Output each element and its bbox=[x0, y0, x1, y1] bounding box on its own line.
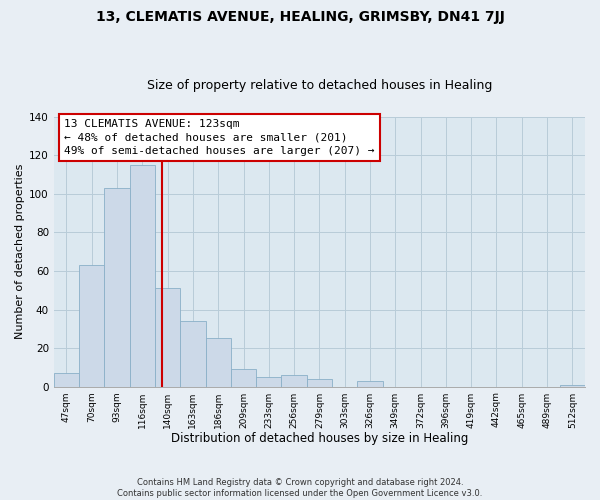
Bar bbox=[560, 384, 585, 386]
Bar bbox=[281, 375, 307, 386]
Text: 13, CLEMATIS AVENUE, HEALING, GRIMSBY, DN41 7JJ: 13, CLEMATIS AVENUE, HEALING, GRIMSBY, D… bbox=[95, 10, 505, 24]
Bar bbox=[54, 373, 79, 386]
Bar bbox=[307, 379, 332, 386]
Bar bbox=[79, 265, 104, 386]
Bar bbox=[206, 338, 231, 386]
Text: Contains HM Land Registry data © Crown copyright and database right 2024.
Contai: Contains HM Land Registry data © Crown c… bbox=[118, 478, 482, 498]
Bar bbox=[155, 288, 180, 386]
Y-axis label: Number of detached properties: Number of detached properties bbox=[15, 164, 25, 340]
Text: 13 CLEMATIS AVENUE: 123sqm
← 48% of detached houses are smaller (201)
49% of sem: 13 CLEMATIS AVENUE: 123sqm ← 48% of deta… bbox=[64, 120, 375, 156]
Title: Size of property relative to detached houses in Healing: Size of property relative to detached ho… bbox=[147, 79, 492, 92]
Bar bbox=[180, 321, 206, 386]
Bar bbox=[104, 188, 130, 386]
Bar bbox=[256, 377, 281, 386]
X-axis label: Distribution of detached houses by size in Healing: Distribution of detached houses by size … bbox=[171, 432, 468, 445]
Bar bbox=[231, 370, 256, 386]
Bar bbox=[130, 165, 155, 386]
Bar bbox=[358, 381, 383, 386]
